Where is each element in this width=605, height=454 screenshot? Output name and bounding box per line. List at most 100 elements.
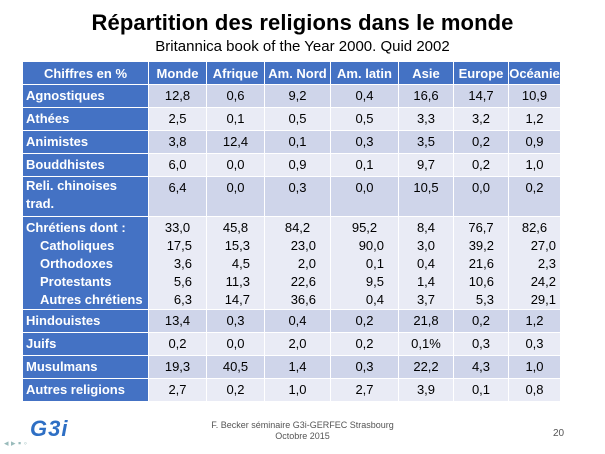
footer-credit: F. Becker séminaire G3i-GERFEC Strasbour… (200, 420, 405, 442)
cell: 0,4 (330, 84, 399, 108)
religions-table: Chiffres en % Monde Afrique Am. Nord Am.… (22, 61, 561, 402)
cell: 17,5 (166, 238, 192, 253)
table-header-row: Chiffres en % Monde Afrique Am. Nord Am.… (22, 61, 561, 85)
cell: 6,4 (148, 176, 207, 217)
cell: 0,1 (264, 130, 331, 154)
table-row: Bouddhistes 6,0 0,0 0,9 0,1 9,7 0,2 1,0 (22, 153, 561, 177)
cell: 33,0 (164, 220, 191, 235)
row-label: Chrétiens dont : (26, 220, 126, 235)
table-row: Animistes 3,8 12,4 0,1 0,3 3,5 0,2 0,9 (22, 130, 561, 154)
cell: 9,7 (398, 153, 454, 177)
header-cell: Am. latin (330, 61, 399, 85)
cell: 0,0 (206, 332, 265, 356)
cell: 10,5 (398, 176, 454, 217)
cell: 0,0 (206, 176, 265, 217)
cell: 0,5 (264, 107, 331, 131)
page-number: 20 (553, 428, 565, 439)
cell: 90,0 (358, 238, 384, 253)
cell: 0,5 (330, 107, 399, 131)
cell: 2,7 (330, 378, 399, 402)
cell: 5,6 (173, 274, 192, 289)
cell: 2,0 (297, 256, 316, 271)
cell: 0,0 (206, 153, 265, 177)
cell: 0,3 (508, 332, 561, 356)
cell: 0,3 (206, 309, 265, 333)
cell: 84,2 (284, 220, 311, 235)
row-label: Bouddhistes (22, 153, 149, 177)
cell: 2,7 (148, 378, 207, 402)
subrow-label: Catholiques (40, 238, 115, 253)
cell: 0,2 (508, 176, 561, 217)
cell: 1,0 (508, 355, 561, 379)
cell-group: 45,8 15,3 4,5 11,3 14,7 (206, 216, 265, 310)
cell: 36,6 (290, 292, 316, 307)
cell: 0,2 (330, 332, 399, 356)
cell: 6,0 (148, 153, 207, 177)
cell-group: 84,2 23,0 2,0 22,6 36,6 (264, 216, 331, 310)
cell: 23,0 (290, 238, 316, 253)
cell: 12,4 (206, 130, 265, 154)
cell: 5,3 (475, 292, 494, 307)
table-row: Athées 2,5 0,1 0,5 0,5 3,3 3,2 1,2 (22, 107, 561, 131)
cell: 22,2 (398, 355, 454, 379)
cell: 2,0 (264, 332, 331, 356)
slide-title: Répartition des religions dans le monde (91, 10, 514, 35)
row-label: Reli. chinoises trad. (22, 176, 149, 217)
header-cell: Monde (148, 61, 207, 85)
cell: 0,3 (330, 355, 399, 379)
cell-group: 33,0 17,5 3,6 5,6 6,3 (148, 216, 207, 310)
cell: 10,6 (468, 274, 494, 289)
cell: 9,2 (264, 84, 331, 108)
cell-group: 82,6 27,0 2,3 24,2 29,1 (508, 216, 561, 310)
table-row: Autres religions 2,7 0,2 1,0 2,7 3,9 0,1… (22, 378, 561, 402)
cell: 16,6 (398, 84, 454, 108)
cell: 4,3 (453, 355, 509, 379)
cell: 0,1 (365, 256, 384, 271)
cell: 1,0 (508, 153, 561, 177)
cell: 0,3 (453, 332, 509, 356)
cell: 0,2 (453, 153, 509, 177)
table-row: Reli. chinoises trad. 6,4 0,0 0,3 0,0 10… (22, 176, 561, 217)
cell: 0,1% (398, 332, 454, 356)
header-cell: Chiffres en % (22, 61, 149, 85)
cell: 11,3 (225, 274, 250, 289)
cell: 2,5 (148, 107, 207, 131)
cell: 3,0 (416, 238, 436, 253)
row-label: Hindouistes (22, 309, 149, 333)
cell: 3,2 (453, 107, 509, 131)
cell: 3,9 (398, 378, 454, 402)
cell-group: 8,4 3,0 0,4 1,4 3,7 (398, 216, 454, 310)
table-row: Juifs 0,2 0,0 2,0 0,2 0,1% 0,3 0,3 (22, 332, 561, 356)
cell: 39,2 (468, 238, 494, 253)
cell: 2,3 (537, 256, 556, 271)
cell: 13,4 (148, 309, 207, 333)
footer-line: Octobre 2015 (275, 431, 330, 441)
cell: 29,1 (530, 292, 556, 307)
header-cell: Océanie (508, 61, 561, 85)
cell: 0,4 (365, 292, 384, 307)
subrow-label: Autres chrétiens (40, 292, 143, 307)
cell: 1,0 (264, 378, 331, 402)
cell: 1,2 (508, 309, 561, 333)
cell: 24,2 (530, 274, 556, 289)
cell: 40,5 (206, 355, 265, 379)
cell: 0,2 (148, 332, 207, 356)
cell: 0,1 (330, 153, 399, 177)
cell: 0,4 (264, 309, 331, 333)
cell: 6,3 (173, 292, 192, 307)
slide-subtitle: Britannica book of the Year 2000. Quid 2… (155, 38, 450, 55)
row-label-christians: Chrétiens dont : Catholiques Orthodoxes … (22, 216, 149, 310)
table-row: Hindouistes 13,4 0,3 0,4 0,2 21,8 0,2 1,… (22, 309, 561, 333)
cell: 0,9 (264, 153, 331, 177)
cell: 21,8 (398, 309, 454, 333)
header-cell: Europe (453, 61, 509, 85)
cell: 8,4 (416, 220, 436, 235)
cell: 14,7 (453, 84, 509, 108)
cell: 12,8 (148, 84, 207, 108)
cell: 3,6 (173, 256, 192, 271)
table-row-christians: Chrétiens dont : Catholiques Orthodoxes … (22, 216, 561, 310)
header-cell: Asie (398, 61, 454, 85)
cell: 10,9 (508, 84, 561, 108)
cell: 0,0 (453, 176, 509, 217)
cell: 45,8 (222, 220, 249, 235)
